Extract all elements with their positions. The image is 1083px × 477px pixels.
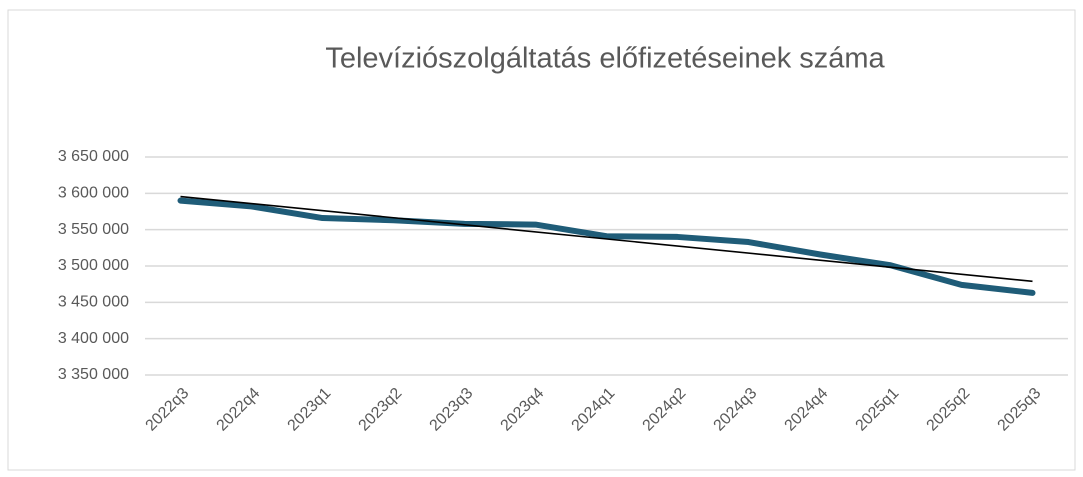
y-tick-label: 3 350 000 [58, 366, 129, 383]
y-tick-label: 3 400 000 [58, 330, 129, 347]
chart-border [7, 9, 1076, 471]
y-tick-label: 3 450 000 [58, 294, 129, 311]
y-tick-label: 3 650 000 [58, 148, 129, 165]
chart-title: Televíziószolgáltatás előfizetéseinek sz… [325, 43, 885, 75]
y-tick-label: 3 550 000 [58, 221, 129, 238]
y-tick-label: 3 500 000 [58, 257, 129, 274]
y-tick-label: 3 600 000 [58, 185, 129, 202]
series-line [177, 197, 1036, 296]
trendline [180, 195, 1033, 283]
